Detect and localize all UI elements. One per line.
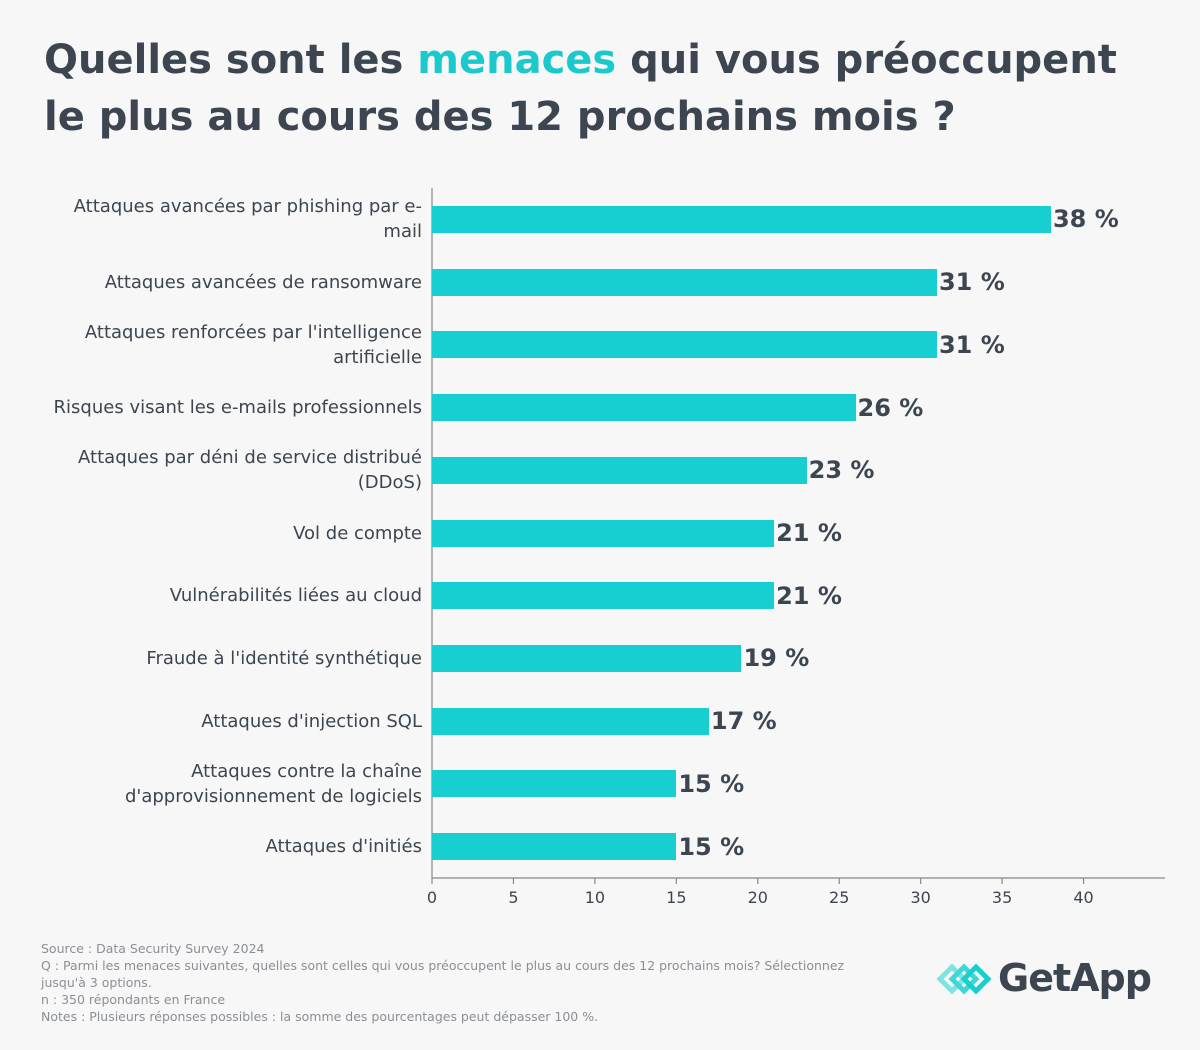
value-label: 21 % [776,519,842,547]
title-text: qui vous préoccupent le plus au cours de… [44,37,1117,140]
x-tick-label: 0 [426,888,438,907]
x-tick-label: 10 [584,888,606,907]
x-tick-label: 20 [747,888,768,907]
value-label: 31 % [938,330,1005,359]
category-label: Attaques contre la chaîne d'approvisionn… [124,760,422,807]
value-label: 21 % [776,581,842,610]
category-label: Fraude à l'identité synthétique [146,647,422,669]
value-label: 17 % [710,707,777,736]
value-label: 19 % [743,644,810,673]
source: Source : Data Security Survey 2024 [41,941,265,956]
category-label: Attaques avancées par phishing par e-mai… [73,196,422,243]
category-label: Attaques avancées de ransomware [104,271,422,293]
logo-icon [936,963,992,995]
x-tick-label: 40 [1073,888,1094,907]
bar [432,331,937,359]
value-label: 31 % [938,268,1005,297]
bar [432,519,775,547]
category-label: Vol de compte [293,522,422,544]
question: Q : Parmi les menaces suivantes, quelles… [41,958,845,990]
category-label: Risques visant les e-mails professionnel… [53,397,422,419]
x-tick-label: 5 [508,888,519,907]
notes: Notes : Plusieurs réponses possibles : l… [41,1009,599,1024]
value-label: 38 % [1052,205,1119,234]
value-label: 15 % [678,832,745,861]
bar [432,582,775,610]
bar [432,833,677,861]
bar [432,394,856,422]
bar [432,268,937,296]
sample: n : 350 répondants en France [41,992,226,1007]
x-tick-label: 15 [666,888,687,907]
value-label: 15 % [678,769,745,798]
bar [432,707,709,735]
title-highlight: menaces [417,37,617,83]
x-tick-label: 35 [991,888,1013,907]
category-label: Attaques par déni de service distribué (… [78,447,422,494]
value-label: 26 % [857,393,924,422]
value-label: 23 % [808,456,875,485]
category-label: Attaques d'initiés [265,836,422,858]
category-label: Attaques d'injection SQL [201,710,422,732]
bar [432,644,742,672]
x-tick-label: 30 [910,888,931,907]
category-label: Attaques renforcées par l'intelligence a… [84,321,422,368]
bar [432,205,1051,233]
title: Quelles sont les menaces qui vous préocc… [44,32,1164,146]
logo: GetApp [998,956,1152,1000]
bar [432,456,807,484]
footer: Source : Data Security Survey 2024 Q : P… [41,940,881,1025]
x-tick-label: 25 [829,888,850,907]
bar [432,770,677,798]
title-text: Quelles sont les [44,37,404,83]
category-label: Vulnérabilités liées au cloud [169,585,422,607]
